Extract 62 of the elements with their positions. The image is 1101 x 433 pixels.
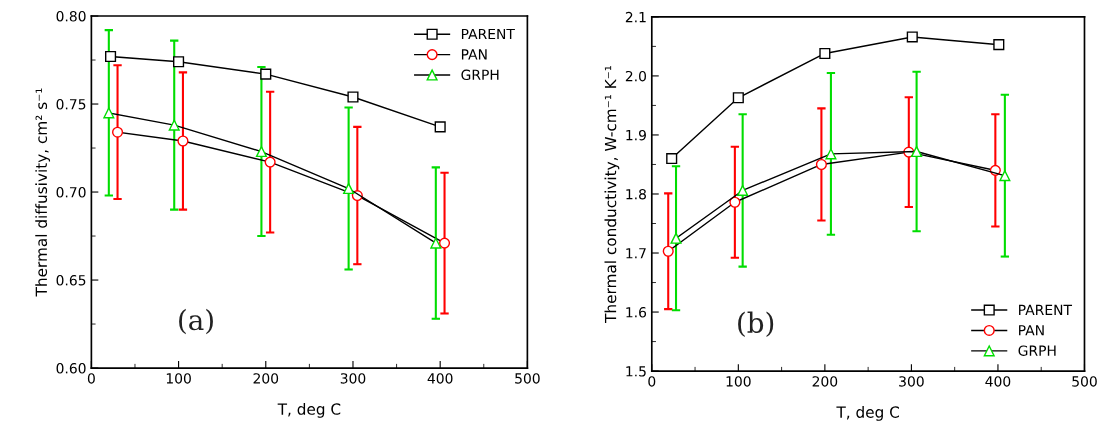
x-axis-title: T, deg C	[277, 403, 341, 418]
point	[815, 158, 827, 171]
point	[819, 47, 831, 60]
y-axis-title: Thermal conductivity, W-cm⁻¹ K⁻¹	[604, 65, 620, 323]
y-tick-label: 1.7	[626, 248, 646, 259]
x-tick-label: 100	[166, 373, 191, 384]
x-tick-label: 200	[812, 376, 838, 387]
point	[666, 153, 678, 165]
x-tick-label: 400	[427, 373, 453, 384]
point	[103, 107, 115, 119]
x-tick-label: 500	[515, 373, 540, 384]
x-tick-label: 0	[648, 376, 656, 387]
y-tick-label: 0.80	[56, 10, 86, 22]
point	[737, 184, 749, 196]
x-tick-label: 300	[899, 376, 924, 387]
point	[438, 237, 451, 249]
y-tick-label: 0.70	[56, 187, 86, 198]
x-tick-label: 0	[87, 373, 95, 384]
y-tick-label: 0.60	[56, 363, 86, 374]
y-tick-label: 2.0	[625, 70, 647, 82]
point	[111, 126, 124, 138]
y-tick-label: 1.8	[626, 188, 646, 200]
point	[911, 145, 923, 158]
y-tick-label: 1.6	[626, 307, 647, 318]
legend-label: PARENT	[461, 28, 515, 40]
point	[343, 182, 355, 195]
y-tick-label: 1.5	[626, 366, 646, 377]
y-axis-title: Thermal diffusivity, cm² s⁻¹	[35, 88, 51, 297]
point	[168, 119, 180, 131]
point	[173, 56, 185, 68]
annotation: (a)	[179, 308, 213, 335]
legend-label: PAN	[461, 49, 487, 60]
point	[434, 121, 446, 133]
legend-label: GRPH	[461, 69, 499, 81]
y-tick-label: 0.65	[56, 275, 86, 286]
legend-label: GRPH	[1018, 345, 1056, 356]
point	[993, 39, 1005, 51]
point	[732, 92, 744, 104]
x-tick-label: 500	[1072, 376, 1097, 387]
point	[177, 135, 189, 147]
legend-label: PAN	[1019, 325, 1044, 336]
x-tick-label: 300	[340, 373, 366, 384]
x-tick-label: 400	[985, 376, 1011, 387]
point	[729, 196, 741, 208]
annotation: (b)	[738, 311, 774, 338]
y-tick-label: 1.9	[626, 129, 646, 141]
y-tick-label: 2.1	[625, 11, 646, 23]
point	[347, 91, 359, 103]
point	[906, 31, 918, 43]
y-tick-label: 0.75	[56, 99, 86, 110]
point	[825, 148, 837, 160]
point	[264, 156, 276, 168]
x-axis-title: T, deg C	[836, 406, 899, 421]
legend-label: PARENT	[1019, 304, 1073, 315]
point	[430, 237, 442, 249]
x-tick-label: 100	[726, 376, 751, 387]
point	[999, 170, 1011, 182]
point	[255, 145, 267, 158]
point	[260, 68, 272, 80]
x-tick-label: 200	[253, 373, 279, 384]
point	[662, 245, 674, 257]
point	[105, 50, 117, 63]
